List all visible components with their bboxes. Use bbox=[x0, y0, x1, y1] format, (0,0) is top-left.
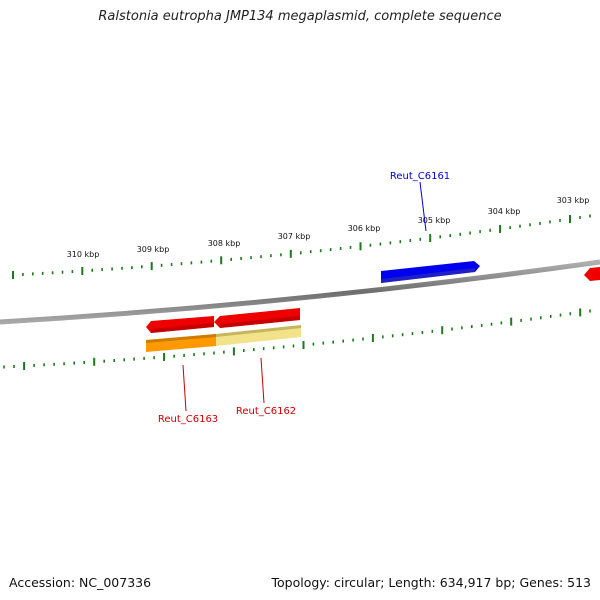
scale-label: 308 kbp bbox=[208, 239, 241, 248]
feature-bar-yellow[interactable] bbox=[216, 325, 301, 346]
scale-label: 305 kbp bbox=[418, 216, 451, 225]
gene-reut-c6161[interactable] bbox=[381, 261, 480, 283]
leader-line-reut-c6162 bbox=[260, 357, 265, 404]
scale-labels: 310 kbp 309 kbp 308 kbp 307 kbp 306 kbp 305 k… bbox=[67, 196, 590, 259]
scale-label: 307 kbp bbox=[278, 232, 311, 241]
scale-label: 303 kbp bbox=[557, 196, 590, 205]
accession-text: Accession: NC_007336 bbox=[9, 575, 152, 590]
gene-label-reut-c6161[interactable]: Reut_C6161 bbox=[390, 171, 450, 182]
scale-label: 309 kbp bbox=[137, 245, 170, 254]
gene-label-reut-c6162[interactable]: Reut_C6162 bbox=[236, 406, 296, 417]
gene-label-reut-c6163[interactable]: Reut_C6163 bbox=[158, 414, 218, 425]
scale-label: 306 kbp bbox=[348, 224, 381, 233]
gene-reut-c6163[interactable] bbox=[146, 316, 214, 333]
gene-reut-c6162[interactable] bbox=[214, 308, 300, 328]
scale-label: 304 kbp bbox=[488, 207, 521, 216]
map-title: Ralstonia eutropha JMP134 megaplasmid, c… bbox=[98, 9, 502, 24]
scale-ticks-upper bbox=[12, 214, 591, 279]
feature-bar-orange[interactable] bbox=[146, 334, 216, 352]
leader-line-reut-c6161 bbox=[419, 181, 427, 232]
topology-summary: Topology: circular; Length: 634,917 bp; … bbox=[271, 575, 592, 590]
scale-label: 310 kbp bbox=[67, 250, 100, 259]
scale-ticks-lower bbox=[3, 308, 591, 370]
gene-partial-right[interactable] bbox=[584, 267, 600, 281]
plasmid-backbone bbox=[0, 259, 600, 325]
leader-line-reut-c6163 bbox=[182, 364, 187, 412]
